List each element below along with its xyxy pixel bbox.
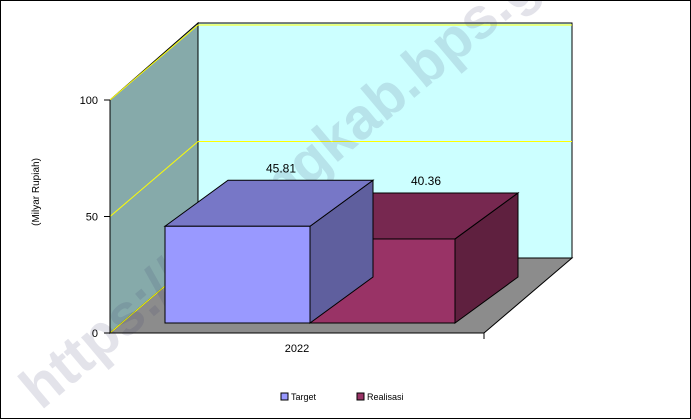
legend: Target Realisasi xyxy=(280,392,404,402)
data-labels: 45.81 40.36 xyxy=(266,161,441,188)
y-tick-label-50: 50 xyxy=(86,212,98,224)
gridline-side-100 xyxy=(109,24,199,101)
x-category-label: 2022 xyxy=(285,343,309,355)
axes: 0 50 100 2022 (Milyar Rupiah) xyxy=(31,95,485,355)
legend-swatch-realisasi xyxy=(356,392,365,401)
data-label-target: 45.81 xyxy=(266,161,296,175)
y-tick-label-0: 0 xyxy=(92,328,98,340)
bars xyxy=(163,179,520,324)
legend-label-target: Target xyxy=(291,392,317,402)
legend-label-realisasi: Realisasi xyxy=(367,392,404,402)
bar-target-front xyxy=(164,225,311,324)
legend-swatch-target xyxy=(280,392,289,401)
y-axis-title: (Milyar Rupiah) xyxy=(31,158,42,226)
data-label-realisasi: 40.36 xyxy=(411,174,441,188)
gridline-side-50 xyxy=(109,141,199,217)
y-tick-label-100: 100 xyxy=(80,95,98,107)
